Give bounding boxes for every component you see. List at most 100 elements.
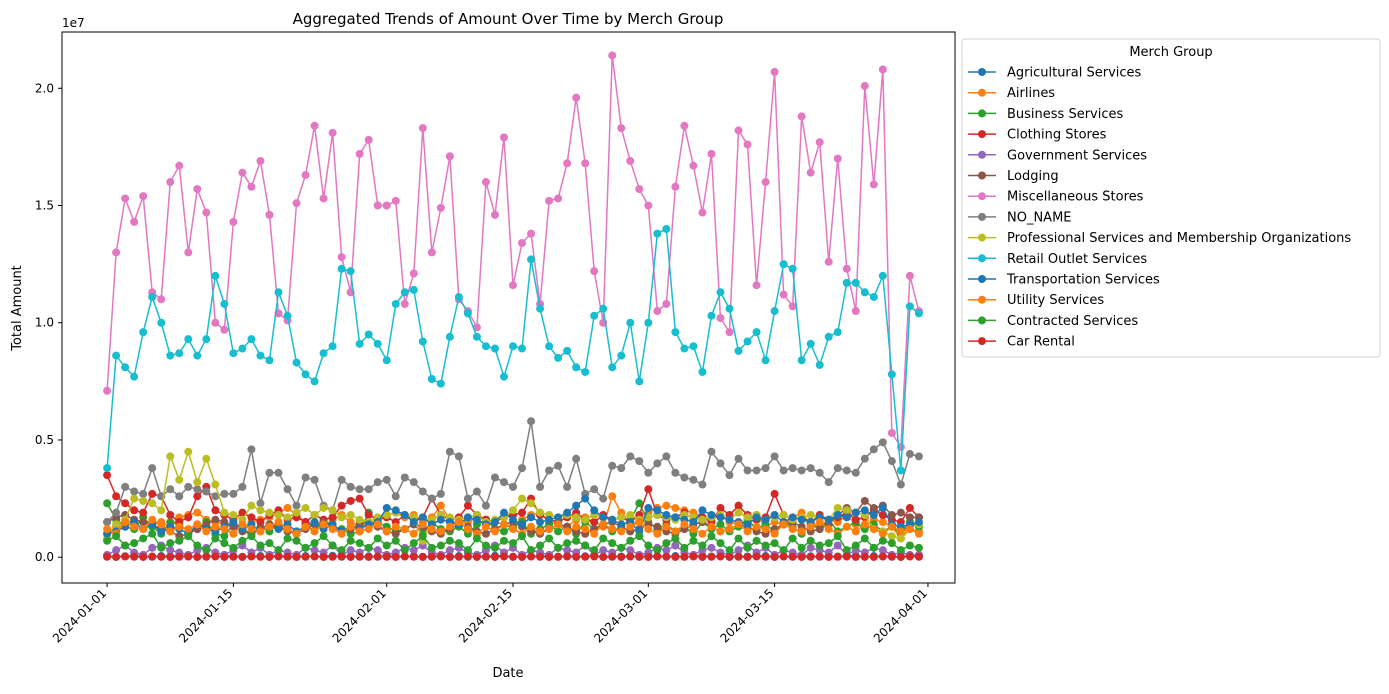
data-point	[662, 300, 670, 308]
data-point	[816, 541, 824, 549]
data-point	[238, 537, 246, 545]
y-tick-label: 2.0	[35, 81, 54, 95]
data-point	[671, 527, 679, 535]
data-point	[843, 513, 851, 521]
data-point	[707, 553, 715, 561]
data-point	[644, 485, 652, 493]
data-point	[148, 464, 156, 472]
data-point	[112, 520, 120, 528]
data-point	[789, 553, 797, 561]
data-point	[509, 281, 517, 289]
data-point	[789, 464, 797, 472]
series-6	[103, 51, 923, 451]
data-point	[707, 511, 715, 519]
data-point	[725, 471, 733, 479]
data-point	[635, 553, 643, 561]
data-point	[139, 497, 147, 505]
data-point	[915, 518, 923, 526]
data-point	[238, 483, 246, 491]
data-point	[464, 309, 472, 317]
data-point	[202, 488, 210, 496]
data-point	[356, 553, 364, 561]
data-point	[725, 516, 733, 524]
data-point	[410, 530, 418, 538]
data-point	[320, 520, 328, 528]
data-point	[500, 509, 508, 517]
data-point	[906, 302, 914, 310]
data-point	[527, 230, 535, 238]
data-point	[888, 532, 896, 540]
data-point	[374, 478, 382, 486]
data-point	[293, 530, 301, 538]
data-point	[320, 194, 328, 202]
data-point	[581, 553, 589, 561]
data-point	[500, 527, 508, 535]
data-point	[698, 368, 706, 376]
data-point	[419, 124, 427, 132]
data-point	[753, 513, 761, 521]
data-point	[518, 464, 526, 472]
data-point	[229, 490, 237, 498]
data-point	[870, 511, 878, 519]
data-point	[320, 349, 328, 357]
legend-swatch-marker	[978, 192, 986, 200]
data-point	[311, 377, 319, 385]
data-point	[410, 553, 418, 561]
data-point	[518, 509, 526, 517]
data-point	[103, 537, 111, 545]
data-point	[302, 171, 310, 179]
data-point	[311, 527, 319, 535]
data-point	[689, 162, 697, 170]
data-point	[906, 513, 914, 521]
data-point	[888, 370, 896, 378]
data-point	[644, 541, 652, 549]
data-point	[274, 511, 282, 519]
data-point	[644, 525, 652, 533]
data-point	[211, 319, 219, 327]
data-point	[437, 541, 445, 549]
data-point	[112, 532, 120, 540]
legend: Merch Group Agricultural ServicesAirline…	[962, 39, 1380, 357]
data-point	[482, 342, 490, 350]
data-point	[509, 483, 517, 491]
data-point	[707, 544, 715, 552]
data-point	[735, 502, 743, 510]
data-point	[825, 539, 833, 547]
data-point	[807, 553, 815, 561]
data-point	[635, 377, 643, 385]
data-point	[662, 502, 670, 510]
data-point	[897, 527, 905, 535]
data-point	[256, 499, 264, 507]
data-point	[527, 499, 535, 507]
data-point	[762, 356, 770, 364]
data-point	[888, 553, 896, 561]
y-axis-label: Total Amount	[10, 265, 25, 352]
data-point	[861, 534, 869, 542]
data-point	[112, 553, 120, 561]
data-point	[284, 312, 292, 320]
data-point	[852, 469, 860, 477]
data-point	[725, 328, 733, 336]
data-point	[807, 544, 815, 552]
y-tick-label: 1.0	[35, 316, 54, 330]
data-point	[320, 504, 328, 512]
data-point	[320, 553, 328, 561]
data-point	[229, 349, 237, 357]
data-point	[455, 539, 463, 547]
data-point	[762, 553, 770, 561]
data-point	[184, 532, 192, 540]
data-point	[762, 464, 770, 472]
data-point	[635, 457, 643, 465]
data-point	[265, 211, 273, 219]
data-point	[103, 471, 111, 479]
data-point	[247, 553, 255, 561]
data-point	[771, 490, 779, 498]
data-point	[662, 225, 670, 233]
data-point	[563, 347, 571, 355]
data-point	[545, 534, 553, 542]
data-point	[897, 466, 905, 474]
data-point	[825, 478, 833, 486]
data-point	[347, 553, 355, 561]
data-point	[536, 509, 544, 517]
data-point	[428, 525, 436, 533]
